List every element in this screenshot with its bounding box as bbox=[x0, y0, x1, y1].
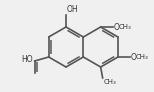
Text: O: O bbox=[131, 53, 137, 61]
Text: CH₃: CH₃ bbox=[104, 79, 116, 85]
Text: CH₃: CH₃ bbox=[118, 24, 131, 30]
Text: OH: OH bbox=[67, 5, 79, 14]
Text: O: O bbox=[114, 23, 120, 31]
Text: HO: HO bbox=[21, 55, 33, 64]
Text: CH₃: CH₃ bbox=[136, 54, 148, 60]
